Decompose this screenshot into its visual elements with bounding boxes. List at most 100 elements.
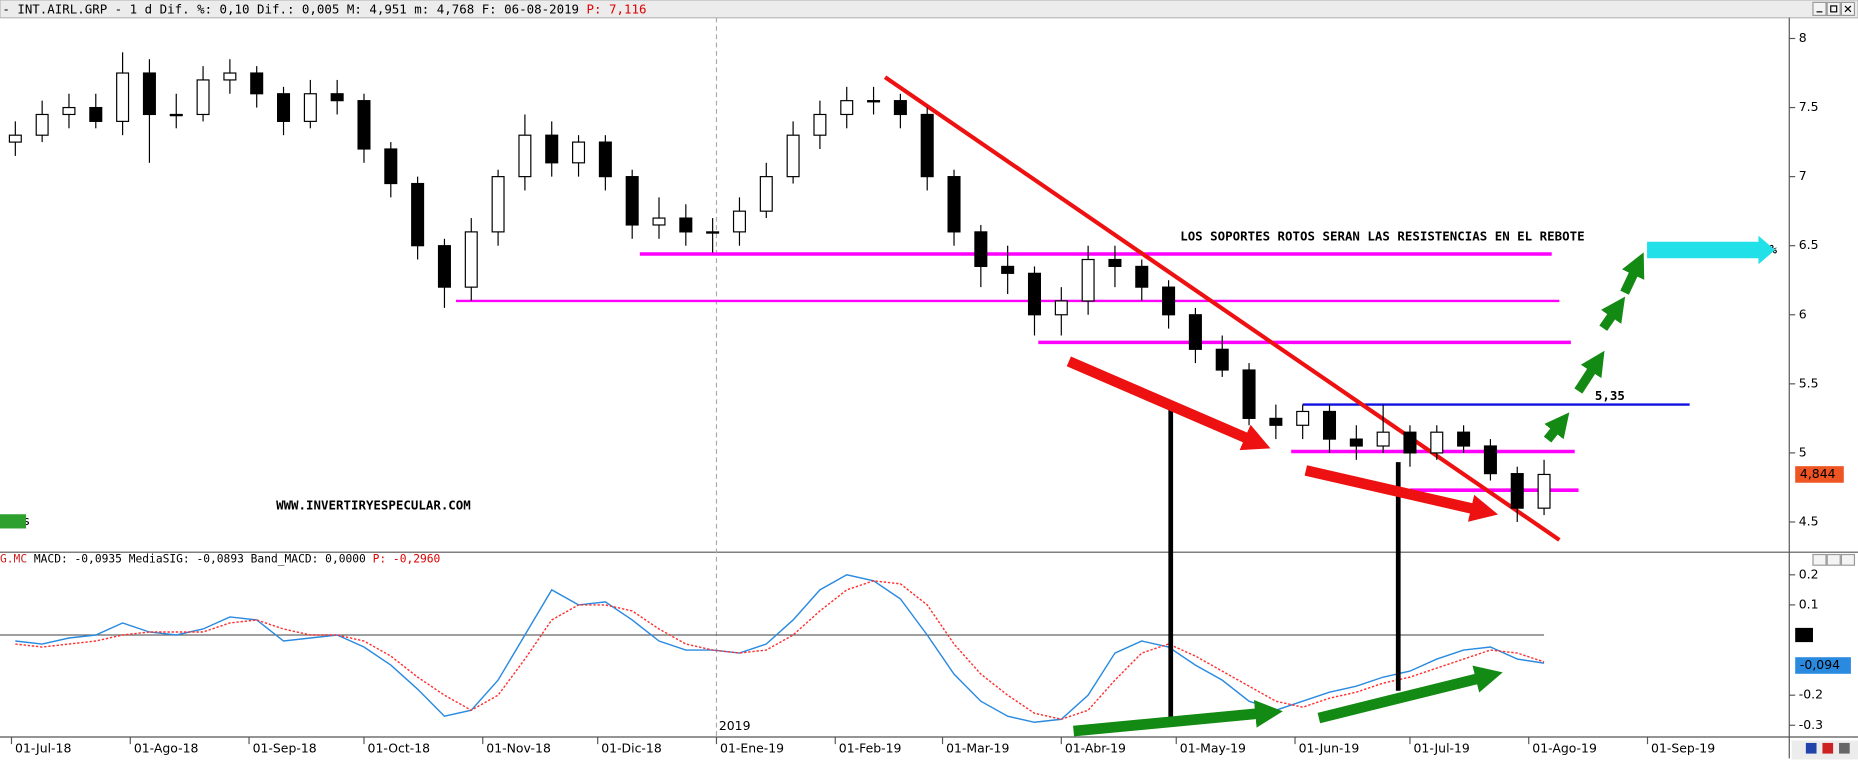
indicator-close[interactable] (1840, 553, 1856, 566)
candle-body (1162, 286, 1176, 316)
header-field: Dif.: 0,005 (257, 1, 339, 16)
header-field: Band_MACD: 0,0000 (251, 552, 366, 565)
candle-body (1376, 431, 1390, 447)
x-tick-label: 01-Ene-19 (720, 740, 784, 755)
close-icon (1844, 5, 1852, 13)
settings-icon[interactable] (1839, 742, 1850, 754)
x-tick-label: 01-Nov-18 (486, 740, 551, 755)
macd-badge-label: -0,094 (1800, 657, 1840, 672)
y-tick-label: -0.2 (1799, 687, 1823, 702)
maximize-button[interactable] (1826, 1, 1841, 16)
header-field: M: 4,951 (347, 1, 407, 16)
indicator-minimize[interactable] (1812, 553, 1827, 566)
y-tick-label: 5.5 (1799, 375, 1819, 390)
year-label: 2019 (719, 718, 751, 733)
candle-body (169, 113, 183, 117)
y-tick-label: 7.5 (1799, 99, 1819, 114)
x-tick-label: 01-Sep-18 (253, 740, 317, 755)
header-field: - INT.AIRL.GRP - (2, 1, 122, 16)
header-field: MACD: -0,0935 (34, 552, 122, 565)
candle-body (196, 79, 210, 116)
macd-badge (1795, 657, 1851, 674)
trend-line (883, 75, 1561, 542)
candle-body (35, 113, 49, 136)
x-tick-label: 01-Mar-19 (946, 740, 1009, 755)
candle-body (786, 134, 800, 178)
minimize-button[interactable] (1812, 1, 1827, 16)
down-arrow (1066, 356, 1271, 451)
candle-body (250, 72, 264, 95)
candle-body (1001, 265, 1015, 274)
up-arrow (1620, 252, 1645, 295)
candle-body (974, 231, 988, 268)
candle-body (732, 210, 746, 233)
candle-body (920, 113, 934, 178)
grid-layer: 4.5 5 5.5 6 6.5 7 7.5 8 -0.3 -0.2 0.1 0.2 01-Jul-18 0… (10, 17, 1823, 755)
macd-line (15, 580, 1545, 720)
x-tick-label: 01-Oct-18 (368, 740, 431, 755)
candle-body (1081, 258, 1095, 302)
candle-body (867, 100, 881, 103)
candle-body (1027, 272, 1042, 316)
indicator-header-bar (0, 552, 1790, 567)
up-arrow (1073, 700, 1283, 737)
save-icon[interactable] (1805, 742, 1817, 754)
candles-layer: 4,844 LOS SOPORTES ROTOS SERAN LAS RESIST… (0, 52, 1844, 528)
candle-body (947, 176, 961, 233)
candle-body (491, 176, 505, 233)
annotation-site: WWW.INVERTIRYESPECULAR.COM (276, 497, 471, 512)
candle-body (384, 148, 398, 185)
y-tick-label: 5 (1799, 444, 1807, 459)
candle-body (652, 217, 666, 226)
y-tick-label: 7 (1799, 168, 1807, 183)
candle-body (1108, 258, 1122, 268)
candle-body (1510, 473, 1524, 509)
candle-body (572, 141, 586, 164)
levels-layer: 5,35 (455, 75, 1690, 542)
candle-body (1135, 265, 1149, 288)
x-tick-label: 01-May-19 (1180, 740, 1246, 755)
candle-body (1537, 473, 1551, 509)
macd-line (15, 574, 1545, 723)
up-arrow (1599, 296, 1626, 331)
up-arrow (1317, 665, 1503, 724)
candle-body (545, 134, 559, 164)
maximize-icon (1830, 5, 1838, 13)
candle-body (1403, 431, 1417, 454)
x-tick-label: 01-Sep-19 (1651, 740, 1715, 755)
x-tick-label: 01-Jun-19 (1299, 740, 1360, 755)
candle-body (464, 231, 478, 288)
header-alert: P: 7,116 (587, 1, 647, 16)
candle-body (62, 106, 76, 116)
candle-body (1188, 314, 1202, 350)
up-arrow (1574, 350, 1605, 394)
target-arrow (1647, 235, 1776, 265)
candle-body (625, 176, 639, 226)
candle-body (679, 217, 693, 233)
candle-body (893, 100, 907, 116)
candle-body (89, 106, 103, 122)
y-tick-label: 6.5 (1799, 237, 1819, 252)
y-tick-label: 0.2 (1799, 566, 1819, 581)
last-price-badge (1795, 466, 1844, 483)
print-icon[interactable] (1822, 742, 1834, 754)
candle-body (840, 100, 854, 116)
candle-body (330, 93, 344, 102)
annotation-title: LOS SOPORTES ROTOS SERAN LAS RESISTENCIA… (1180, 228, 1584, 243)
x-tick-label: 01-Feb-19 (839, 740, 902, 755)
up-arrow (1543, 412, 1570, 443)
x-tick-label: 01-Ago-19 (1532, 740, 1597, 755)
header-field: F: 06-08-2019 (482, 1, 579, 16)
y-tick-label: -0.3 (1799, 717, 1823, 732)
candle-body (1349, 438, 1363, 447)
indicator-maximize[interactable] (1826, 553, 1841, 566)
candle-body (437, 245, 451, 288)
candle-body (813, 113, 827, 136)
candle-body (277, 93, 291, 122)
header-field: MediaSIG: -0,0893 (129, 552, 244, 565)
candle-body (303, 93, 317, 122)
x-tick-label: 01-Abr-19 (1065, 740, 1126, 755)
candle-body (1430, 431, 1444, 454)
y-tick-label: 0.1 (1799, 596, 1819, 611)
